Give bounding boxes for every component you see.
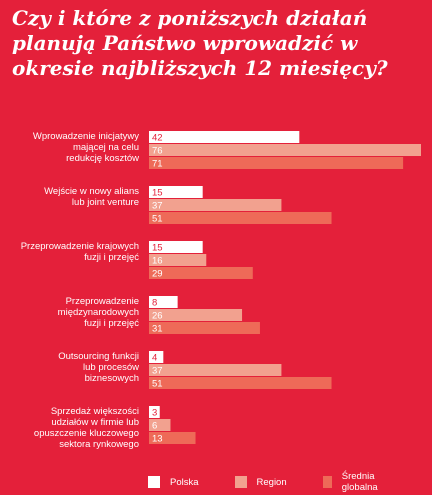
bar-global-3 (149, 267, 253, 279)
bar-region-4 (149, 309, 243, 321)
category-label-3: Przeprowadzenie krajowych fuzji i przejęć (21, 241, 140, 263)
category-label-4: Przeprowadzenie międzynarodowych fuzji i p… (58, 296, 140, 329)
bar-global-1 (149, 157, 404, 169)
value-label-region-4: 26 (152, 311, 163, 322)
legend: Polska Region Średnia globalna (148, 471, 432, 493)
bar-global-6 (149, 432, 196, 444)
value-label-global-2: 51 (152, 214, 163, 225)
category-label-1: Wprowadzenie inicjatywy mającej na celu re… (33, 131, 139, 164)
bar-global-2 (149, 212, 332, 224)
category-label-6: Sprzedaż większości udziałów w firmie lub… (34, 406, 139, 450)
value-label-region-1: 76 (152, 146, 163, 157)
bar-region-6 (149, 419, 171, 431)
bar-polska-4 (149, 296, 178, 308)
bar-polska-5 (149, 351, 164, 363)
category-label-5: Outsourcing funkcji lub procesów biznesowy… (58, 351, 139, 384)
value-label-polska-4: 8 (152, 298, 157, 309)
value-label-polska-3: 15 (152, 243, 163, 254)
bar-polska-2 (149, 186, 203, 198)
value-label-global-6: 13 (152, 434, 163, 445)
value-label-polska-1: 42 (152, 133, 163, 144)
category-label-2: Wejście w nowy alians lub joint venture (44, 186, 139, 208)
legend-item-polska: Polska (148, 476, 199, 488)
bar-polska-6 (149, 406, 160, 418)
bar-region-5 (149, 364, 282, 376)
legend-swatch-global (322, 476, 332, 488)
legend-item-region: Region (234, 476, 287, 488)
legend-label-polska: Polska (170, 476, 199, 488)
bar-global-4 (149, 322, 260, 334)
bar-polska-1 (149, 131, 300, 143)
chart-title: Czy i które z poniższych działań planują… (12, 6, 388, 80)
bar-region-3 (149, 254, 207, 266)
legend-swatch-region (234, 476, 247, 488)
legend-label-region: Region (256, 476, 287, 488)
legend-item-global: Średnia globalna (322, 471, 396, 493)
bar-region-2 (149, 199, 282, 211)
value-label-polska-5: 4 (152, 353, 157, 364)
bar-global-5 (149, 377, 332, 389)
value-label-global-5: 51 (152, 379, 163, 390)
value-label-region-2: 37 (152, 201, 163, 212)
bar-region-1 (149, 144, 421, 156)
value-label-region-3: 16 (152, 256, 163, 267)
legend-swatch-polska (148, 476, 160, 488)
legend-label-global: Średnia globalna (341, 471, 378, 493)
value-label-global-4: 31 (152, 324, 163, 335)
bar-polska-3 (149, 241, 203, 253)
value-label-region-5: 37 (152, 366, 163, 377)
value-label-global-1: 71 (152, 159, 163, 170)
value-label-global-3: 29 (152, 269, 163, 280)
value-label-region-6: 6 (152, 421, 157, 432)
value-label-polska-6: 3 (152, 408, 157, 419)
value-label-polska-2: 15 (152, 188, 163, 199)
